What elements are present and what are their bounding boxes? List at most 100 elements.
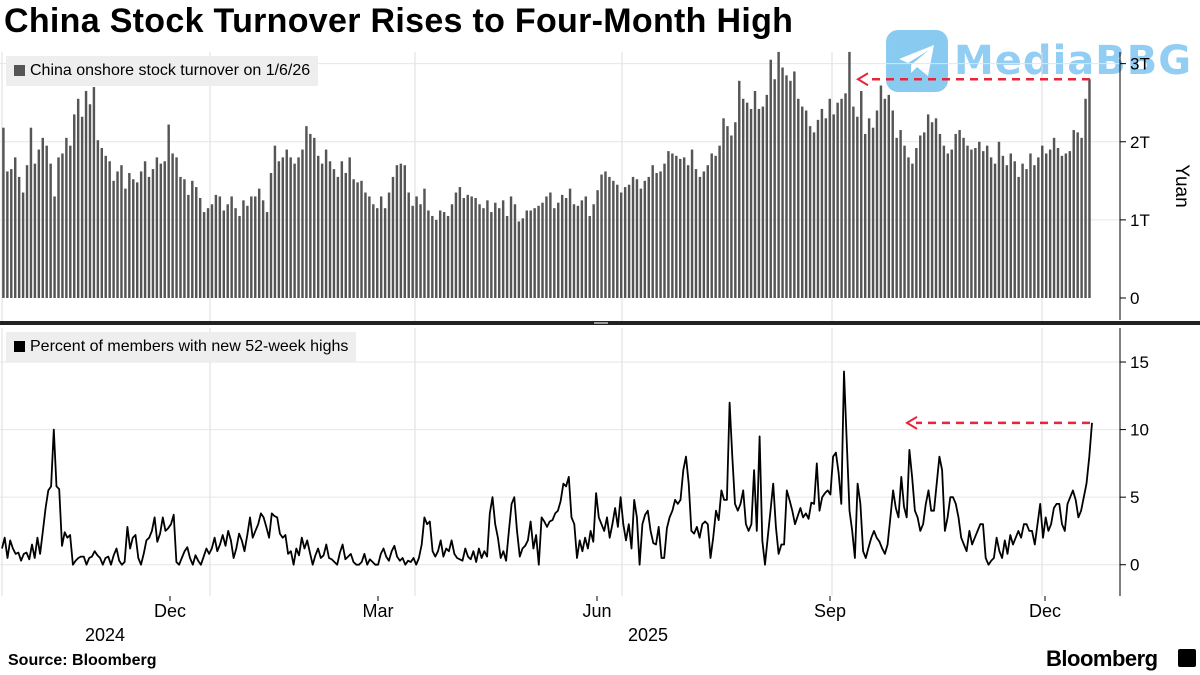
ytick-label-bottom-1: 5 [1130,488,1139,507]
turnover-bar-206 [812,132,816,299]
turnover-bar-2 [10,169,13,298]
turnover-bar-239 [942,145,946,298]
ytick-label-bottom-2: 10 [1130,421,1149,440]
turnover-bar-185 [730,135,733,298]
turnover-bar-218 [860,90,863,298]
turnover-bar-240 [946,153,950,298]
turnover-bar-195 [769,59,772,298]
turnover-bar-108 [427,210,430,298]
turnover-bar-156 [616,184,619,298]
turnover-bar-66 [261,200,265,298]
turnover-bar-127 [501,200,505,298]
turnover-bar-137 [541,202,544,298]
turnover-bar-102 [403,165,407,298]
turnover-bar-41 [163,161,166,298]
turnover-bar-187 [738,80,741,298]
turnover-bar-136 [537,205,540,298]
turnover-bar-46 [183,179,186,298]
turnover-bar-51 [202,212,206,298]
turnover-bar-131 [517,221,521,298]
turnover-bar-163 [643,180,647,298]
watermark: MediaBBG [886,30,1192,92]
turnover-bar-168 [663,163,666,299]
turnover-bar-178 [702,171,706,298]
turnover-bar-23 [92,87,96,298]
turnover-bar-89 [352,179,355,298]
turnover-bar-120 [474,198,477,298]
turnover-bar-30 [120,165,123,298]
turnover-bar-16 [65,137,68,298]
turnover-bar-109 [431,215,434,298]
turnover-bar-90 [356,182,359,299]
turnover-bar-98 [387,192,391,298]
telegram-icon [886,30,948,92]
turnover-bar-154 [608,176,611,298]
turnover-bar-4 [17,176,21,298]
turnover-bar-73 [289,157,292,299]
turnover-bar-19 [76,98,80,298]
turnover-bar-150 [592,204,595,298]
turnover-bar-122 [482,208,485,298]
turnover-bar-173 [682,157,686,299]
turnover-bar-68 [269,173,273,298]
turnover-bar-237 [934,118,938,298]
turnover-bar-5 [21,192,25,298]
turnover-bar-175 [690,149,694,298]
highs-arrowhead [905,415,918,430]
ytick-label-top-1: 1T [1130,211,1150,230]
turnover-bar-161 [635,179,639,298]
turnover-bar-140 [553,208,556,298]
turnover-bar-26 [104,155,107,298]
turnover-bar-135 [533,208,536,298]
turnover-bar-253 [997,141,1001,298]
turnover-bar-217 [856,116,859,298]
turnover-bar-71 [281,157,285,299]
turnover-bar-165 [651,165,654,298]
turnover-bar-158 [623,187,627,298]
turnover-bar-0 [2,127,5,298]
y-axis-title: Yuan [1171,164,1192,207]
turnover-bar-265 [1044,153,1048,298]
turnover-bar-197 [777,51,780,298]
turnover-bar-132 [521,218,525,298]
turnover-bar-45 [179,176,182,298]
month-label-0: Dec [154,601,186,621]
turnover-bar-32 [128,173,131,298]
turnover-bar-179 [706,165,709,298]
legend-swatch-highs [14,341,25,352]
turnover-bar-271 [1068,151,1072,298]
turnover-bar-264 [1041,145,1044,298]
turnover-bar-151 [596,190,599,298]
turnover-bar-99 [391,176,395,298]
turnover-bar-227 [895,137,898,298]
turnover-bar-169 [667,151,670,298]
turnover-bar-243 [958,130,961,298]
turnover-bar-9 [37,149,41,298]
turnover-bar-82 [324,149,328,298]
turnover-bar-80 [317,155,320,298]
turnover-bar-107 [423,188,426,299]
turnover-bar-231 [911,163,914,299]
turnover-bar-43 [171,153,174,298]
turnover-bar-174 [686,165,690,298]
turnover-bar-148 [584,196,588,298]
turnover-bar-189 [745,102,749,298]
turnover-bar-244 [962,137,965,298]
turnover-bar-114 [450,204,454,298]
turnover-bar-119 [470,196,473,298]
legend-turnover: China onshore stock turnover on 1/6/26 [6,56,319,86]
turnover-bar-11 [45,145,48,298]
turnover-bar-61 [242,200,245,298]
turnover-bar-27 [108,161,111,298]
turnover-bar-266 [1048,149,1052,298]
turnover-bar-48 [191,180,194,298]
turnover-bar-59 [234,208,237,298]
turnover-bar-204 [804,110,808,298]
turnover-bar-246 [970,149,973,298]
turnover-bar-6 [25,165,29,298]
turnover-bar-44 [175,157,178,299]
turnover-bar-254 [1001,155,1005,298]
legend-highs: Percent of members with new 52-week high… [6,332,357,362]
turnover-bar-134 [529,210,532,298]
turnover-bar-188 [741,98,745,298]
